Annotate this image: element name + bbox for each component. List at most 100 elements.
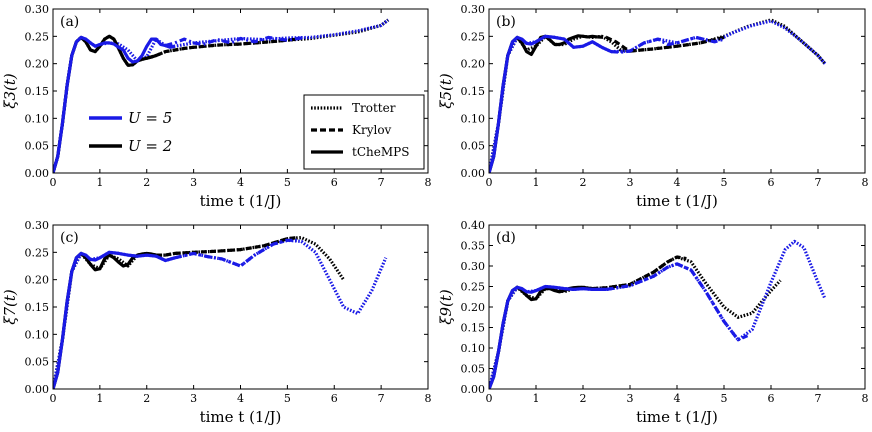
x-tick-label: 0 (50, 392, 57, 405)
y-tick-label: 0.20 (461, 301, 486, 314)
panel-a: 0 1 2 3 4 5 6 7 8 0.00 0.05 0.10 0.15 0.20 0.25 0.30 tim… (1, 3, 432, 210)
x-tick-label: 0 (50, 176, 57, 189)
x-tick-label: 6 (331, 176, 338, 189)
y-tick-label: 0.05 (25, 356, 50, 369)
series-a-u-5-krylov (165, 35, 302, 48)
y-tick-label: 0.15 (25, 85, 50, 98)
panel-label: (b) (496, 14, 516, 30)
panel-b: 0 1 2 3 4 5 6 7 8 0.00 0.05 0.10 0.15 0.20 0.25 0.30 tim… (437, 3, 869, 210)
x-tick-label: 1 (533, 392, 540, 405)
y-tick-label: 0.20 (461, 58, 486, 71)
y-tick-label: 0.00 (25, 167, 50, 180)
series-b-u-5-krylov (611, 35, 725, 54)
panel-label: (a) (60, 14, 79, 30)
y-axis-label: ξ7(t) (1, 289, 19, 325)
panel-label: (d) (496, 230, 516, 246)
x-tick-label: 5 (284, 392, 291, 405)
y-tick-label: 0.30 (25, 219, 50, 232)
y-tick-label: 0.20 (25, 58, 50, 71)
x-tick-label: 7 (378, 392, 385, 405)
y-axis-label: ξ9(t) (437, 289, 455, 325)
y-tick-label: 0.10 (461, 342, 486, 355)
x-tick-label: 7 (815, 176, 822, 189)
y-tick-label: 0.00 (25, 383, 50, 396)
series-b-u-2-tchemps (489, 34, 598, 173)
y-tick-label: 0.30 (25, 3, 50, 16)
x-tick-label: 1 (96, 392, 103, 405)
x-tick-label: 8 (425, 392, 432, 405)
series-c-u-2-krylov (156, 236, 297, 257)
y-tick-label: 0.10 (461, 112, 486, 125)
series-a-u-2-krylov (146, 37, 297, 60)
x-tick-label: 6 (331, 392, 338, 405)
series-d-u-2-krylov (592, 255, 687, 291)
y-tick-label: 0.25 (461, 30, 486, 43)
x-tick-label: 5 (721, 392, 728, 405)
x-tick-label: 4 (237, 392, 244, 405)
x-tick-label: 2 (143, 392, 150, 405)
y-tick-label: 0.05 (461, 363, 486, 376)
legend-label-u5: U = 5 (128, 109, 172, 127)
x-tick-label: 0 (486, 392, 493, 405)
x-tick-label: 3 (190, 392, 197, 405)
y-tick-label: 0.30 (461, 260, 486, 273)
series-c-u-5-tchemps (53, 250, 176, 389)
x-axis-label: time t (1/J) (636, 192, 718, 210)
y-tick-label: 0.25 (461, 281, 486, 294)
series-b-u-5-tchemps (489, 34, 612, 173)
legend-label-solid: tCheMPS (352, 145, 409, 159)
x-tick-label: 2 (580, 176, 587, 189)
x-tick-label: 4 (674, 176, 681, 189)
y-tick-label: 0.20 (25, 274, 50, 287)
x-tick-label: 8 (862, 176, 869, 189)
legend-label-dotted: Trotter (352, 101, 396, 115)
y-axis-label: ξ5(t) (437, 73, 455, 109)
panel-c: 0 1 2 3 4 5 6 7 8 0.00 0.05 0.10 0.15 0.20 0.25 0.30 tim… (1, 219, 432, 426)
x-tick-label: 0 (486, 176, 493, 189)
legend: U = 5 U = 2 Trotter Krylov tCheMPS (89, 94, 425, 170)
x-axis-label: time t (1/J) (200, 192, 282, 210)
x-tick-label: 4 (237, 176, 244, 189)
series-d-u-5-tchemps (489, 284, 607, 389)
legend-label-u2: U = 2 (128, 137, 172, 155)
y-tick-label: 0.00 (461, 167, 486, 180)
y-tick-label: 0.35 (461, 240, 486, 253)
x-tick-label: 7 (378, 176, 385, 189)
x-tick-label: 3 (190, 176, 197, 189)
x-tick-label: 8 (425, 176, 432, 189)
x-tick-label: 2 (143, 176, 150, 189)
axes-frame (488, 8, 866, 174)
y-tick-label: 0.25 (25, 246, 50, 259)
y-tick-label: 0.30 (461, 3, 486, 16)
panel-d: 0 1 2 3 4 5 6 7 8 0.00 0.05 0.10 0.15 0.20 0.25 0.30 0.3… (437, 219, 869, 426)
y-tick-label: 0.25 (25, 30, 50, 43)
y-tick-label: 0.15 (25, 301, 50, 314)
series-b-u-2-trotter (489, 18, 827, 173)
series-d-u-5-trotter (489, 239, 827, 389)
series-c-u-2-tchemps (53, 251, 157, 389)
x-tick-label: 1 (533, 176, 540, 189)
x-tick-label: 3 (627, 176, 634, 189)
x-tick-label: 8 (862, 392, 869, 405)
axes-frame (488, 224, 866, 390)
series-d-u-5-krylov (606, 262, 749, 342)
x-tick-label: 7 (815, 392, 822, 405)
x-tick-label: 5 (721, 176, 728, 189)
series-a-u-5-tchemps (53, 35, 176, 173)
y-tick-label: 0.10 (25, 328, 50, 341)
y-tick-label: 0.05 (461, 140, 486, 153)
y-axis-label: ξ3(t) (1, 73, 19, 109)
y-tick-label: 0.10 (25, 112, 50, 125)
x-tick-label: 5 (284, 176, 291, 189)
y-tick-label: 0.15 (461, 85, 486, 98)
x-axis-label: time t (1/J) (636, 408, 718, 426)
series-d-u-2-trotter (489, 255, 782, 389)
series-b-u-5-trotter (489, 19, 827, 173)
series-c-u-5-trotter (53, 238, 388, 389)
series-d-u-2-tchemps (489, 285, 593, 389)
x-axis-label: time t (1/J) (200, 408, 282, 426)
y-tick-label: 0.00 (461, 383, 486, 396)
x-tick-label: 6 (768, 176, 775, 189)
x-tick-label: 1 (96, 176, 103, 189)
